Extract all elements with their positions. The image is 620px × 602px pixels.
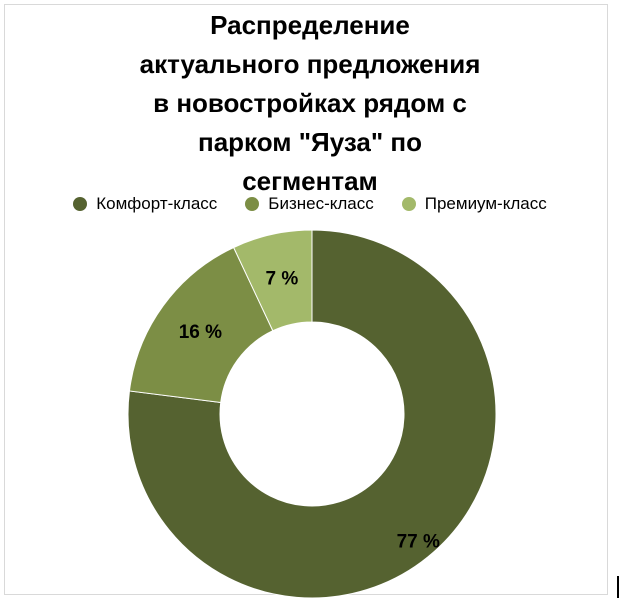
donut-slice-1 — [128, 246, 274, 404]
donut-slice-0 — [127, 229, 497, 599]
legend-label: Премиум-класс — [424, 194, 547, 213]
donut-slice-2 — [232, 229, 313, 332]
legend-label: Бизнес-класс — [268, 194, 374, 213]
legend-swatch — [401, 197, 416, 211]
legend: Комфорт-класс Бизнес-класс Премиум-класс — [0, 194, 620, 214]
data-label-2: 7 % — [266, 268, 299, 289]
legend-item-komfort: Комфорт-класс — [73, 194, 217, 214]
chart-title: Распределение актуального предложения в … — [139, 10, 481, 196]
text-cursor — [617, 576, 619, 598]
data-label-0: 77 % — [397, 532, 440, 553]
legend-item-premium: Премиум-класс — [401, 194, 547, 214]
legend-item-biznes: Бизнес-класс — [245, 194, 374, 214]
data-label-1: 16 % — [179, 322, 222, 343]
data-labels-group: 77 % 16 % 7 % — [179, 268, 440, 552]
legend-swatch — [73, 197, 88, 211]
legend-swatch — [245, 197, 260, 211]
legend-label: Комфорт-класс — [96, 194, 218, 213]
slices-group — [127, 229, 497, 599]
